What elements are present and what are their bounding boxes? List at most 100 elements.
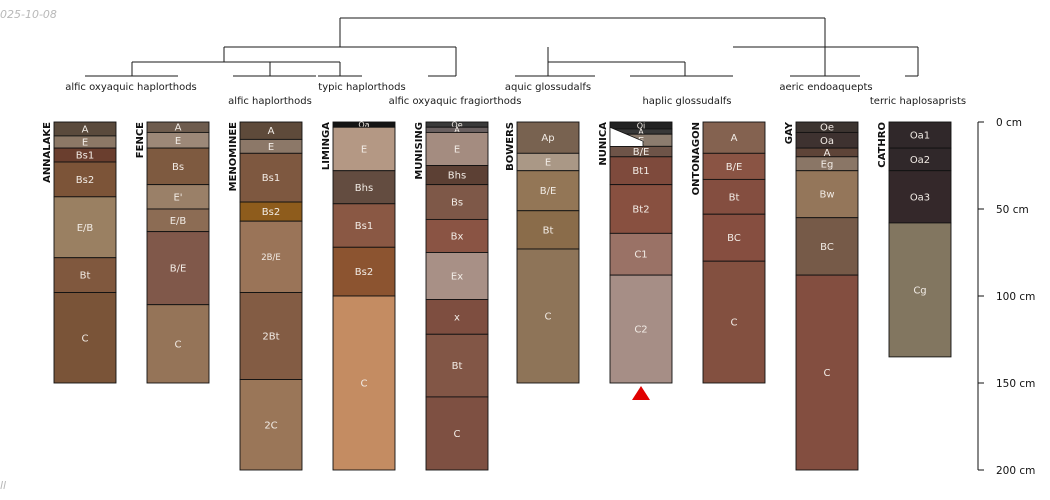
horizon-label: Bx (451, 231, 464, 242)
horizon (702, 260, 766, 384)
horizon-label: A (82, 124, 89, 135)
horizon (702, 121, 766, 154)
horizon (609, 184, 673, 234)
horizon-label: Bt1 (632, 166, 649, 177)
horizon-label: 2C (264, 420, 277, 431)
horizon (425, 396, 489, 471)
horizon-label: B/E (170, 264, 187, 275)
horizon-label: C (545, 312, 552, 323)
horizon-label: B/E (726, 162, 743, 173)
horizon-label: Bs (451, 198, 463, 209)
horizon (146, 147, 210, 186)
axis-tick-label: 50 cm (996, 204, 1029, 216)
horizon-label: C2 (634, 325, 647, 336)
horizon-label: Oe (451, 120, 462, 129)
horizon-label: Oa3 (910, 192, 930, 203)
horizon-label: E/B (170, 216, 187, 227)
horizon-label: A (175, 123, 182, 134)
horizon (516, 210, 580, 250)
axis-tick-label: 100 cm (996, 291, 1035, 303)
horizon-label: E (175, 136, 181, 147)
profile-name: ONTONAGON (691, 122, 702, 195)
horizon (888, 222, 952, 358)
horizon-label: Bt2 (632, 205, 649, 216)
horizon-label: Eg (821, 159, 834, 170)
horizon-label: Bs2 (262, 207, 280, 218)
horizon-label: B/E (633, 147, 650, 158)
profile-bowers: BOWERS Ap E B/E Bt C (505, 121, 580, 384)
horizon-label: C (82, 333, 89, 344)
horizon (53, 257, 117, 293)
profile-name: NUNICA (598, 122, 609, 166)
footnote-mark: ll (0, 479, 7, 492)
profile-name: GAY (784, 121, 795, 144)
horizon (332, 295, 396, 471)
horizon-label: E/B (77, 223, 94, 234)
horizon-label: Bs1 (76, 151, 94, 162)
horizon (332, 170, 396, 205)
warning-triangle-icon (632, 386, 650, 400)
truncation-wedge (609, 126, 644, 147)
profile-name: MENOMINEE (228, 122, 239, 192)
horizon (702, 178, 766, 215)
horizon-label: Bt (543, 225, 554, 236)
axis-tick-label: 150 cm (996, 378, 1035, 390)
horizon-label: 2Bt (262, 332, 279, 343)
horizon-label: Ex (451, 271, 463, 282)
horizon (888, 170, 952, 224)
profile-ontonagon: ONTONAGON A B/E Bt BC C (691, 121, 766, 384)
horizon-label: E (268, 142, 274, 153)
horizon-label: A (731, 133, 738, 144)
horizon (702, 152, 766, 180)
taxon-label: terric haplosaprists (870, 96, 966, 107)
horizon (795, 274, 859, 471)
axis-tick-label: 0 cm (996, 117, 1022, 129)
horizon-label: BC (820, 242, 834, 253)
horizon (425, 299, 489, 335)
horizon-label: Cg (913, 285, 926, 296)
taxon-label: alfic oxyaquic haplorthods (65, 82, 197, 93)
taxonomic-labels: alfic oxyaquic haplorthods alfic haplorth… (65, 82, 966, 107)
horizon-label: Bs (172, 162, 184, 173)
horizon (239, 152, 303, 203)
horizon (239, 379, 303, 471)
horizon (702, 213, 766, 262)
horizon-label: E (82, 138, 88, 149)
profile-name: LIMINGA (321, 122, 332, 170)
horizon (53, 196, 117, 259)
horizon-label: 2B/E (261, 253, 280, 263)
horizon (146, 184, 210, 210)
horizon-label: E (454, 144, 460, 155)
horizon-label: Oa2 (910, 155, 930, 166)
horizon-label: A (638, 127, 644, 136)
horizon (53, 161, 117, 198)
horizon-label: BC (727, 233, 741, 244)
horizon (239, 292, 303, 380)
horizon (609, 274, 673, 384)
date-stamp: 025-10-08 (0, 8, 57, 21)
horizon-label: Bs2 (76, 175, 94, 186)
horizon-label: Bt (452, 361, 463, 372)
horizon (332, 126, 396, 172)
profile-annalake: ANNALAKE AE Bs1 Bs2 E/B Bt C (42, 121, 117, 384)
horizon-label: C1 (634, 250, 647, 261)
horizon (53, 292, 117, 384)
horizon-label: C (824, 368, 831, 379)
horizon-label: Oi (637, 121, 646, 130)
horizon-label: x (454, 312, 460, 323)
horizon-label: Oe (820, 123, 834, 134)
horizon-label: C (731, 318, 738, 329)
horizon (146, 231, 210, 306)
taxon-label: typic haplorthods (318, 82, 405, 93)
horizon-label: A (268, 126, 275, 137)
horizon (795, 217, 859, 276)
horizon (609, 156, 673, 186)
horizon-label: Oa1 (910, 131, 930, 142)
taxon-label: aeric endoaquepts (779, 82, 872, 93)
horizon-label: Bs2 (355, 267, 373, 278)
horizon-label: C (454, 429, 461, 440)
